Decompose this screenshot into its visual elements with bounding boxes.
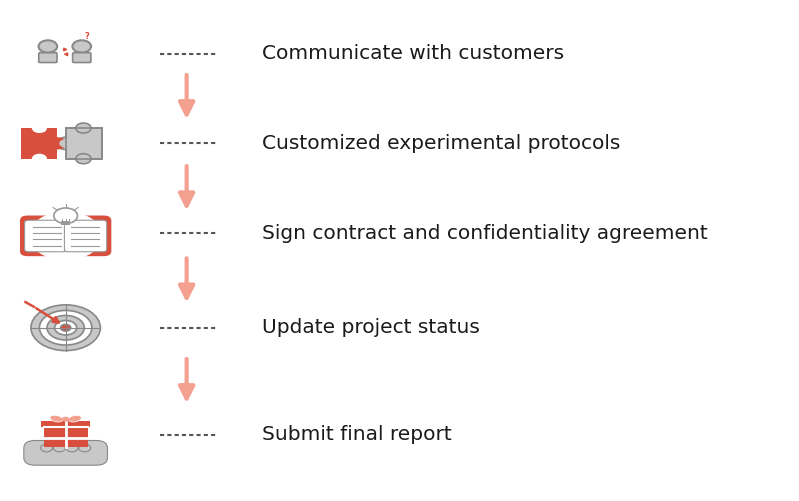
- Circle shape: [57, 137, 75, 149]
- Circle shape: [66, 444, 78, 452]
- Circle shape: [54, 208, 78, 223]
- FancyBboxPatch shape: [25, 220, 67, 252]
- Bar: [66, 128, 101, 159]
- Wedge shape: [30, 212, 66, 260]
- FancyBboxPatch shape: [65, 220, 107, 252]
- Circle shape: [61, 324, 71, 331]
- Circle shape: [32, 154, 47, 164]
- Circle shape: [47, 316, 84, 340]
- FancyBboxPatch shape: [24, 440, 108, 465]
- Circle shape: [73, 40, 91, 53]
- Text: Sign contract and confidentiality agreement: Sign contract and confidentiality agreem…: [262, 223, 708, 242]
- Text: ?: ?: [85, 33, 89, 42]
- Ellipse shape: [50, 415, 63, 422]
- Circle shape: [54, 321, 77, 335]
- FancyBboxPatch shape: [38, 53, 57, 63]
- FancyBboxPatch shape: [20, 215, 111, 256]
- Circle shape: [76, 123, 91, 133]
- Circle shape: [31, 305, 101, 351]
- Circle shape: [41, 444, 53, 452]
- Circle shape: [48, 137, 66, 149]
- Circle shape: [32, 123, 47, 133]
- Text: Communicate with customers: Communicate with customers: [262, 44, 564, 63]
- Circle shape: [76, 154, 91, 164]
- Bar: [66, 128, 101, 159]
- FancyBboxPatch shape: [73, 53, 91, 63]
- Circle shape: [54, 444, 66, 452]
- Circle shape: [79, 444, 90, 452]
- Text: Submit final report: Submit final report: [262, 425, 452, 444]
- Bar: [44, 427, 88, 447]
- Text: Customized experimental protocols: Customized experimental protocols: [262, 134, 621, 153]
- Wedge shape: [66, 212, 101, 260]
- Circle shape: [38, 40, 58, 53]
- Circle shape: [62, 417, 70, 422]
- Circle shape: [39, 311, 92, 345]
- Bar: [62, 221, 70, 225]
- Bar: [44, 427, 88, 447]
- Circle shape: [59, 139, 72, 148]
- Ellipse shape: [69, 415, 81, 422]
- Bar: [22, 128, 58, 159]
- Text: Update project status: Update project status: [262, 318, 480, 337]
- Bar: [41, 421, 90, 427]
